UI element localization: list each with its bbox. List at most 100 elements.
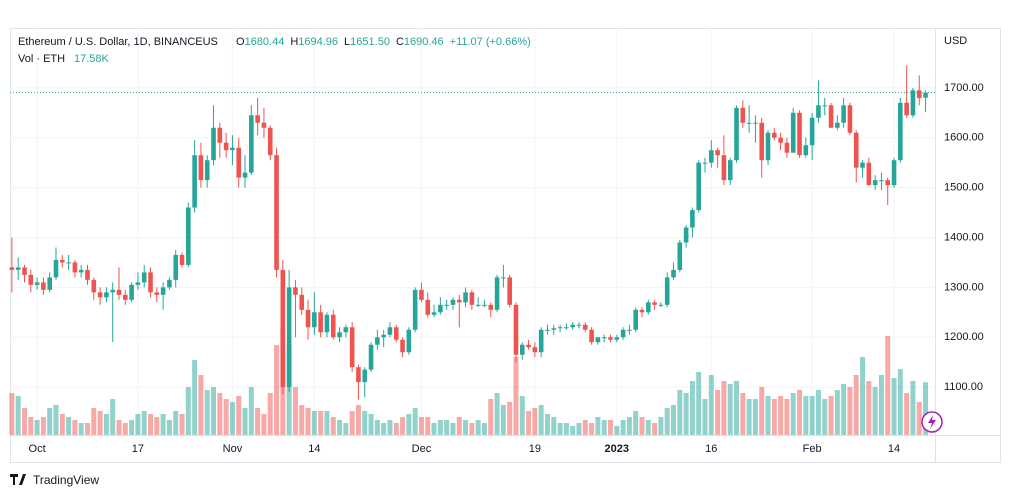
volume-bar bbox=[242, 408, 248, 435]
candle-body bbox=[633, 309, 638, 330]
volume-bar bbox=[40, 417, 46, 435]
candle-body bbox=[822, 105, 828, 107]
volume-bar bbox=[204, 390, 210, 435]
volume-bar bbox=[765, 396, 771, 435]
volume-bar bbox=[815, 390, 821, 435]
change-value: +11.07 (+0.66%) bbox=[450, 36, 531, 48]
candle-body bbox=[557, 327, 563, 329]
candle-body bbox=[249, 115, 254, 173]
volume-bar bbox=[475, 420, 481, 435]
volume-bar bbox=[129, 420, 135, 435]
candle-body bbox=[211, 127, 216, 161]
volume-bar bbox=[878, 375, 884, 435]
candle-body bbox=[790, 112, 796, 153]
volume-bar bbox=[557, 423, 563, 435]
y-tick-label: 1300.00 bbox=[944, 281, 984, 293]
candle-body bbox=[639, 309, 645, 313]
ohlc-key: C bbox=[396, 36, 404, 48]
candle-body bbox=[393, 327, 399, 340]
volume-bar bbox=[784, 399, 790, 435]
candle-body bbox=[715, 150, 720, 156]
candle-body bbox=[419, 289, 424, 300]
volume-bar bbox=[803, 396, 809, 435]
volume-bar bbox=[702, 399, 708, 435]
volume-bar bbox=[355, 405, 361, 435]
candle-body bbox=[759, 122, 765, 161]
volume-bar bbox=[696, 372, 702, 435]
candle-body bbox=[570, 324, 575, 328]
volume-bar bbox=[790, 393, 796, 435]
volume-bar bbox=[652, 423, 658, 435]
volume-bar bbox=[418, 417, 424, 435]
volume-bar bbox=[595, 417, 601, 435]
volume-bar bbox=[412, 408, 418, 435]
candle-body bbox=[589, 329, 594, 343]
candle-body bbox=[242, 172, 248, 178]
candle-body bbox=[217, 127, 223, 143]
volume-bar bbox=[91, 408, 97, 435]
volume-bar bbox=[822, 399, 828, 435]
volume-bar bbox=[866, 381, 872, 435]
candle-body bbox=[519, 344, 525, 355]
candle-body bbox=[576, 324, 582, 326]
candle-body bbox=[828, 105, 834, 128]
candle-body bbox=[167, 279, 172, 288]
candle-body bbox=[53, 259, 59, 278]
volume-bar bbox=[406, 414, 412, 435]
volume-bar bbox=[337, 420, 343, 435]
volume-bar bbox=[740, 393, 746, 435]
candle-body bbox=[135, 282, 141, 285]
candle-body bbox=[885, 180, 891, 186]
volume-bar bbox=[110, 399, 116, 435]
candle-body bbox=[444, 304, 449, 306]
candle-body bbox=[186, 207, 191, 265]
candle-body bbox=[312, 312, 317, 328]
candle-body bbox=[494, 277, 500, 310]
volume-bar bbox=[274, 345, 280, 435]
candle-body bbox=[255, 115, 260, 123]
candle-body bbox=[469, 292, 475, 305]
candle-body bbox=[129, 284, 134, 300]
volume-bar bbox=[431, 423, 437, 435]
candle-body bbox=[425, 299, 431, 315]
candle-body bbox=[595, 337, 601, 343]
volume-bar bbox=[910, 381, 916, 435]
volume-bar bbox=[305, 408, 311, 435]
candle-body bbox=[803, 145, 809, 156]
y-tick-label: 1500.00 bbox=[944, 182, 984, 194]
brand: TradingView bbox=[10, 473, 99, 487]
volume-bar bbox=[292, 387, 298, 435]
volume-bar bbox=[425, 417, 431, 435]
candle-body bbox=[400, 339, 405, 353]
candle-body bbox=[66, 262, 71, 264]
volume-label: Vol · ETH bbox=[18, 53, 65, 65]
y-tick-label: 1100.00 bbox=[944, 381, 983, 393]
candle-body bbox=[431, 312, 437, 315]
candle-body bbox=[916, 90, 922, 99]
volume-bar bbox=[923, 382, 929, 435]
volume-bar bbox=[198, 375, 204, 435]
x-tick-label: Dec bbox=[412, 443, 432, 455]
candle-body bbox=[866, 162, 872, 186]
volume-bar bbox=[544, 414, 550, 435]
candle-body bbox=[778, 137, 783, 143]
ohlc-values: O1680.44 H1694.96 L1651.50 C1690.46 +11.07 (… bbox=[236, 36, 531, 48]
volume-bar bbox=[374, 420, 380, 435]
ohlc-value: 1651.50 bbox=[350, 36, 390, 48]
volume-bar bbox=[721, 381, 727, 435]
volume-bar bbox=[85, 423, 91, 435]
candle-body bbox=[765, 132, 771, 161]
volume-bar bbox=[154, 417, 160, 435]
candle-body bbox=[160, 287, 166, 295]
volume-bar bbox=[607, 420, 613, 435]
candle-body bbox=[110, 289, 116, 293]
volume-bar bbox=[330, 417, 336, 435]
candle-body bbox=[664, 277, 670, 305]
candle-body bbox=[482, 304, 487, 306]
candle-body bbox=[564, 327, 569, 329]
volume-bar bbox=[261, 414, 267, 435]
candle-body bbox=[753, 122, 758, 124]
candle-body bbox=[72, 262, 78, 273]
volume-bar bbox=[59, 414, 65, 435]
